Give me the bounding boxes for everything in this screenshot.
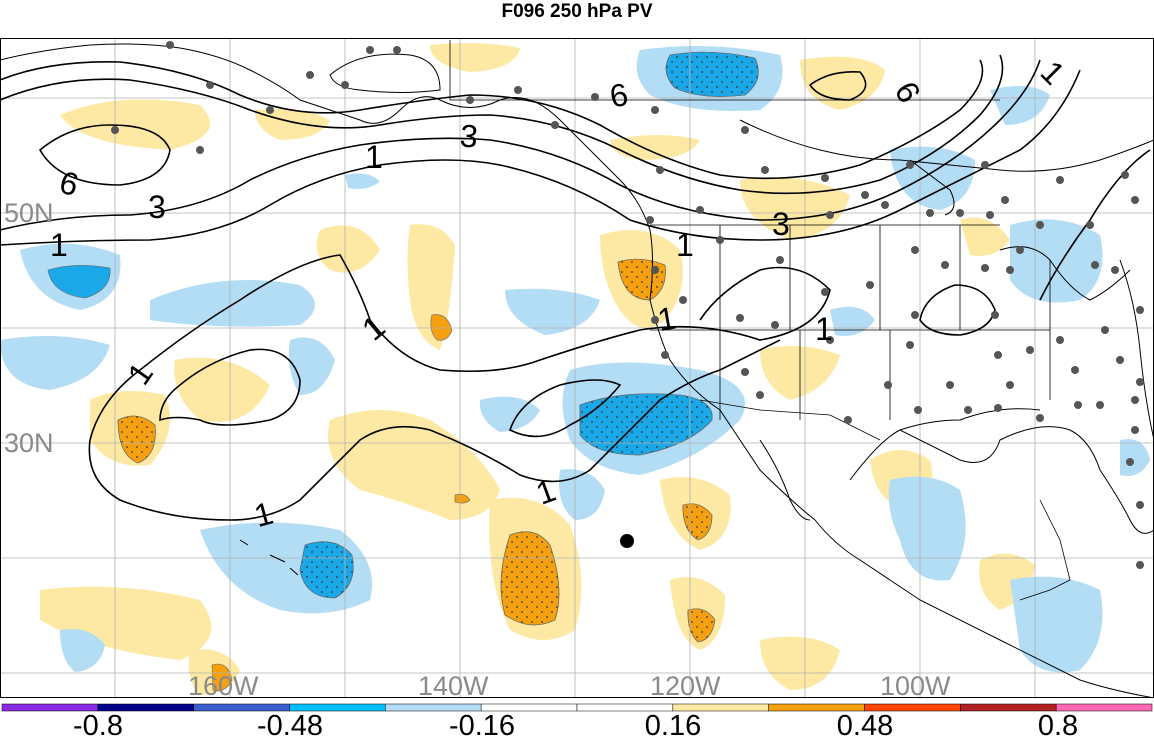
contour-label: 1: [365, 139, 383, 175]
colorbar-segments: [1, 703, 1153, 712]
lat-label-50n: 50N: [4, 198, 54, 228]
contour-label: 3: [772, 206, 790, 242]
negative-pv-core: [47, 51, 759, 599]
lon-label-100w: 100W: [880, 671, 951, 698]
contour-label: 1: [50, 227, 68, 263]
contour-label: 3: [458, 117, 479, 154]
contour-label: 3: [148, 189, 166, 225]
contour-label: 6: [607, 76, 631, 115]
lon-label-160w: 160W: [188, 671, 259, 698]
contour-label: 1: [1034, 54, 1072, 92]
lon-label-140w: 140W: [418, 671, 489, 698]
colorbar-tick-label: 0.16: [645, 710, 701, 739]
chart-title: F096 250 hPa PV: [501, 1, 653, 22]
contour-label: 6: [888, 75, 928, 108]
lat-label-30n: 30N: [4, 428, 54, 458]
colorbar-tick-label: 0.48: [837, 710, 893, 739]
lon-label-120w: 120W: [650, 671, 721, 698]
contour-label: 1: [655, 300, 679, 339]
contour-label: 1: [815, 311, 833, 347]
political-borders: [449, 40, 1071, 601]
station-dots: [111, 41, 1144, 569]
point-marker: [620, 534, 634, 548]
colorbar-tick-label: -0.48: [257, 710, 323, 739]
contour-label: 6: [56, 164, 83, 203]
contour-label: 1: [676, 227, 694, 263]
colorbar-segment: [1055, 703, 1153, 712]
contour-label: 1: [120, 356, 160, 391]
axis-labels: 50N 30N 160W 140W 120W 100W: [4, 198, 951, 698]
map-panel: 6 3 1 1 6 3 1 1 1 1 1 1 1 6 3 1 50N 30N …: [0, 38, 1154, 698]
colorbar-tick-label: -0.16: [449, 710, 515, 739]
colorbar: -0.8 -0.48 -0.16 0.16 0.48 0.8: [1, 703, 1153, 739]
colorbar-tick-label: 0.8: [1038, 710, 1078, 739]
colorbar-tick-label: -0.8: [73, 710, 123, 739]
